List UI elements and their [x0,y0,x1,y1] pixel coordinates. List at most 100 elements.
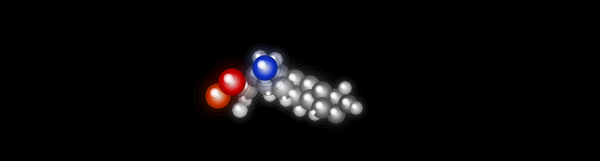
Circle shape [246,65,268,87]
Circle shape [309,108,321,120]
Circle shape [298,108,302,112]
Circle shape [311,110,319,118]
Circle shape [225,66,269,110]
Circle shape [216,94,220,98]
Circle shape [226,76,239,89]
Circle shape [285,99,287,101]
Circle shape [276,81,290,95]
Circle shape [318,88,326,96]
Circle shape [289,90,295,96]
Circle shape [263,80,272,88]
Circle shape [284,99,287,101]
Circle shape [352,104,359,112]
Circle shape [256,53,265,63]
Circle shape [334,112,338,116]
Circle shape [208,86,227,106]
Circle shape [277,81,283,88]
Circle shape [229,79,235,85]
Circle shape [239,109,241,111]
Circle shape [344,100,352,108]
Circle shape [247,66,268,86]
Circle shape [260,76,276,92]
Circle shape [317,87,326,96]
Circle shape [240,95,250,105]
Circle shape [251,49,269,67]
Circle shape [262,64,269,72]
Circle shape [253,72,261,80]
Circle shape [333,111,334,112]
Circle shape [266,91,274,99]
Circle shape [268,93,272,97]
Circle shape [346,98,365,118]
Circle shape [346,101,350,107]
Circle shape [300,90,320,110]
Circle shape [304,94,317,106]
Circle shape [344,100,347,103]
Circle shape [269,74,298,102]
Circle shape [313,99,331,117]
Circle shape [300,76,320,96]
Circle shape [244,85,250,91]
Circle shape [314,113,317,115]
Circle shape [214,92,221,100]
Circle shape [345,101,351,107]
Circle shape [273,68,285,80]
Circle shape [283,97,286,99]
Circle shape [355,107,357,109]
Circle shape [292,92,293,94]
Circle shape [308,98,312,102]
Circle shape [314,84,331,100]
Circle shape [286,71,305,90]
Circle shape [268,92,272,98]
Circle shape [262,77,275,91]
Circle shape [318,80,354,116]
Circle shape [340,96,356,112]
Circle shape [269,54,281,66]
Circle shape [254,70,283,98]
Circle shape [308,84,312,88]
Circle shape [310,109,320,119]
Circle shape [274,59,276,61]
Circle shape [242,97,248,103]
Circle shape [355,107,357,109]
Circle shape [328,106,344,122]
Circle shape [309,95,335,121]
Circle shape [312,82,332,102]
Circle shape [305,95,315,105]
Circle shape [237,78,257,98]
Circle shape [316,86,322,92]
Circle shape [310,108,320,120]
Circle shape [346,102,350,106]
Circle shape [334,95,338,101]
Circle shape [290,75,300,85]
Circle shape [271,66,287,82]
Circle shape [315,101,329,115]
Circle shape [317,86,328,98]
Circle shape [328,105,344,123]
Circle shape [242,84,251,92]
Circle shape [257,55,263,61]
Circle shape [241,82,253,94]
Circle shape [314,113,316,115]
Circle shape [287,89,302,104]
Circle shape [254,73,260,79]
Circle shape [280,94,292,106]
Circle shape [259,75,277,93]
Circle shape [307,83,313,89]
Circle shape [259,57,260,59]
Circle shape [270,55,280,65]
Circle shape [305,104,325,124]
Circle shape [325,102,348,126]
Circle shape [313,112,314,113]
Circle shape [267,83,269,85]
Circle shape [333,76,357,100]
Circle shape [252,71,256,75]
Circle shape [313,111,318,117]
Circle shape [297,73,323,99]
Circle shape [311,110,315,114]
Circle shape [275,76,315,116]
Circle shape [278,83,282,87]
Circle shape [289,74,302,86]
Circle shape [337,80,353,96]
Circle shape [302,77,319,95]
